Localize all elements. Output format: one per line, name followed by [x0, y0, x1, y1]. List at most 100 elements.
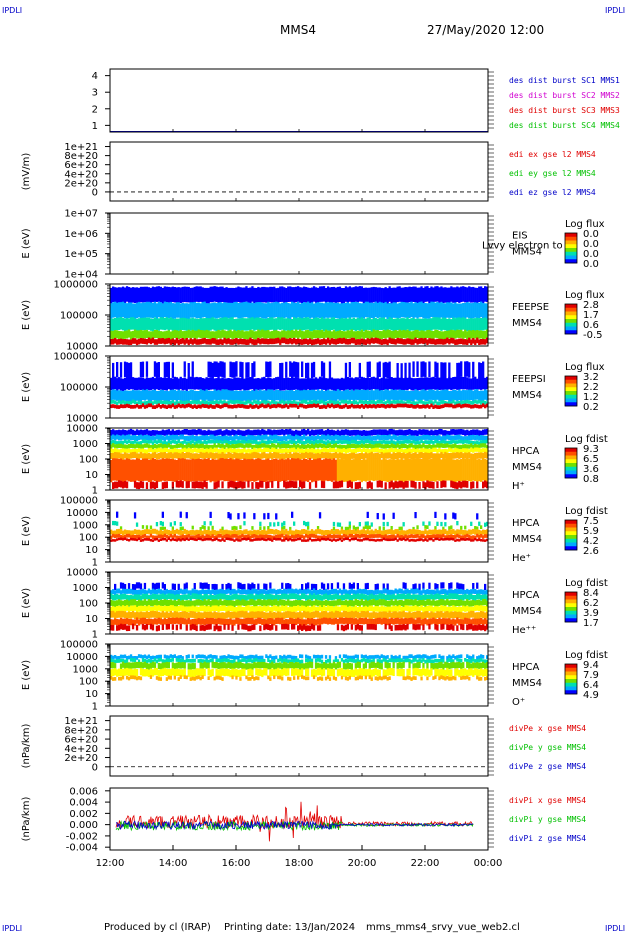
spectrogram-cell — [181, 429, 184, 436]
spectrogram-cell — [215, 339, 218, 345]
spectrogram-cell — [157, 400, 160, 405]
spectrogram-cell — [289, 448, 292, 453]
spectrogram-cell — [444, 451, 447, 459]
spectrogram-cell — [462, 535, 465, 539]
spectrogram-cell — [486, 481, 489, 489]
spectrogram-cell — [436, 537, 439, 541]
spectrogram-cell — [281, 458, 284, 481]
spectrogram-cell — [291, 430, 294, 436]
spectrogram-cell — [143, 434, 147, 440]
spectrogram-cell — [360, 443, 363, 448]
spectrogram-cell — [299, 588, 302, 594]
spectrogram-cell — [322, 459, 326, 482]
spectrogram-cell — [207, 448, 210, 454]
spectrogram-cell — [444, 435, 447, 441]
spectrogram-cell — [460, 448, 463, 454]
spectrogram-cell — [384, 389, 387, 400]
spectrogram-cell — [370, 451, 373, 458]
spectrogram-cell — [175, 330, 178, 339]
spectrogram-cell — [364, 339, 367, 345]
y-tick-label: 0 — [92, 187, 98, 198]
spectrogram-cell — [470, 318, 473, 331]
spectrogram-cell — [143, 317, 147, 331]
spectrogram-cell — [114, 430, 117, 436]
spectrogram-cell — [312, 448, 316, 453]
spectrogram-cell — [450, 458, 453, 481]
spectrogram-cell — [110, 430, 113, 436]
spectrogram-cell — [169, 301, 172, 318]
spectrogram-cell — [362, 339, 365, 345]
spectrogram-cell — [131, 534, 135, 539]
spectrogram-cell — [466, 458, 469, 481]
spectrogram-cell — [205, 600, 208, 607]
spectrogram-cell — [159, 538, 162, 541]
spectrogram-cell — [450, 435, 453, 441]
spectrogram-cell — [207, 361, 210, 378]
spectrogram-cell — [350, 459, 353, 482]
spectrogram-cell — [135, 522, 139, 527]
spectrogram-cell — [348, 303, 351, 319]
spectrogram-cell — [239, 449, 242, 454]
spectrogram-cell — [239, 529, 242, 535]
spectrogram-cell — [312, 441, 316, 445]
spectrogram-cell — [458, 480, 461, 488]
spectrogram-cell — [450, 589, 453, 595]
spectrogram-cell — [159, 286, 162, 303]
spectrogram-cell — [129, 459, 133, 482]
spectrogram-cell — [378, 301, 381, 318]
spectrogram-cell — [293, 403, 296, 408]
spectrogram-cell — [273, 443, 276, 448]
spectrogram-cell — [167, 337, 170, 344]
spectrogram-cell — [394, 389, 397, 400]
spectrogram-cell — [165, 453, 168, 460]
spectrogram-cell — [301, 361, 304, 377]
spectrogram-cell — [346, 453, 349, 460]
spectrogram-cell — [129, 302, 133, 318]
spectrogram-cell — [197, 448, 200, 453]
spectrogram-cell — [159, 589, 162, 595]
spectrogram-cell — [191, 593, 194, 599]
spectrogram-cell — [342, 302, 346, 319]
spectrogram-cell — [312, 330, 316, 339]
spectrogram-cell — [135, 538, 139, 542]
spectrogram-cell — [301, 584, 304, 591]
spectrogram-cell — [233, 534, 236, 538]
spectrogram-cell — [350, 401, 353, 405]
spectrogram-cell — [362, 331, 365, 340]
spectrogram-cell — [432, 376, 435, 390]
spectrogram-cell — [346, 535, 349, 539]
spectrogram-cell — [171, 448, 174, 454]
spectrogram-cell — [316, 590, 320, 595]
spectrogram-cell — [334, 339, 338, 345]
spectrogram-cell — [171, 439, 174, 444]
spectrogram-cell — [316, 600, 320, 607]
spectrogram-cell — [336, 286, 340, 303]
spectrogram-cell — [344, 403, 348, 408]
spectrogram-cell — [251, 530, 254, 536]
spectrogram-cell — [261, 329, 264, 338]
spectrogram-cell — [420, 435, 423, 441]
spectrogram-cell — [446, 389, 449, 401]
spectrogram-cell — [342, 331, 346, 340]
spectrogram-cell — [127, 453, 131, 460]
spectrogram-cell — [312, 453, 316, 460]
spectrogram-cell — [215, 452, 218, 459]
spectrogram-cell — [370, 389, 373, 400]
colorbar-swatch — [565, 535, 577, 540]
spectrogram-cell — [312, 430, 316, 436]
spectrogram-cell — [157, 301, 160, 318]
spectrogram-cell — [247, 589, 250, 595]
spectrogram-cell — [127, 588, 131, 594]
spectrogram-cell — [123, 377, 127, 391]
spectrogram-cell — [420, 400, 423, 404]
spectrogram-cell — [149, 403, 153, 408]
spectrogram-cell — [476, 404, 479, 409]
spectrogram-cell — [398, 338, 401, 344]
spectrogram-cell — [112, 443, 115, 448]
spectrogram-cell — [285, 452, 288, 459]
spectrogram-cell — [440, 286, 443, 302]
spectrogram-cell — [279, 588, 282, 594]
spectrogram-cell — [189, 530, 192, 536]
spectrogram-cell — [217, 362, 220, 379]
spectrogram-cell — [131, 429, 135, 436]
